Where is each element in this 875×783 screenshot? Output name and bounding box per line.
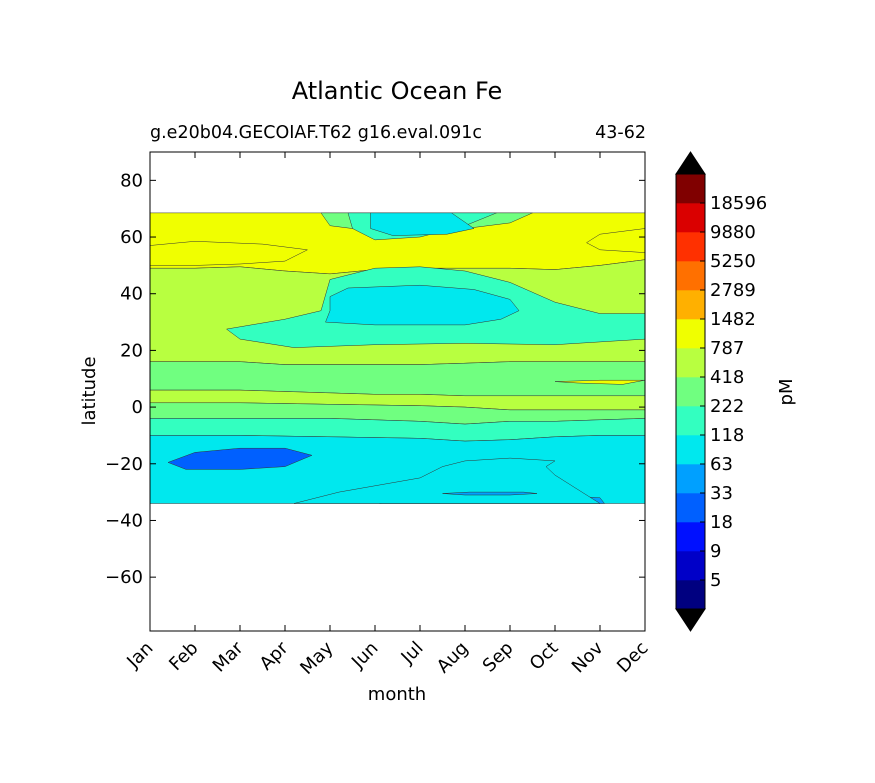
- colorbar-frame: [675, 173, 706, 610]
- plot-frame: [149, 151, 646, 632]
- plot-area: [150, 212, 645, 504]
- y-tick-label: 20: [120, 340, 143, 361]
- colorbar-tick-label: 1482: [710, 309, 756, 330]
- colorbar-segment: [676, 551, 705, 581]
- y-tick-label: −20: [105, 454, 143, 475]
- y-tick-label: −60: [105, 567, 143, 588]
- x-tick-label: Apr: [256, 637, 293, 674]
- colorbar-segment: [676, 232, 705, 262]
- x-tick-label: Jul: [397, 638, 428, 669]
- contour-patch-4: [370, 212, 475, 236]
- y-axis: 80 60 40 20 0 −20 −40 −60: [105, 170, 645, 588]
- colorbar-segment: [676, 464, 705, 494]
- colorbar-segment: [676, 522, 705, 552]
- colorbar-segment: [676, 435, 705, 465]
- colorbar-tick-label: 9880: [710, 222, 756, 243]
- contour-patch-6: [585, 228, 645, 253]
- colorbar-segment: [676, 377, 705, 407]
- x-tick-label: Feb: [165, 638, 202, 675]
- contour-patch-1: [325, 284, 520, 326]
- colorbar-segment: [676, 319, 705, 349]
- colorbar-tick-label: 5: [710, 570, 721, 591]
- y-tick-label: 0: [132, 397, 143, 418]
- colorbar-segment: [676, 203, 705, 233]
- colorbar-segment: [676, 580, 705, 610]
- colorbar-label: pM: [776, 379, 797, 406]
- colorbar-segment: [676, 261, 705, 291]
- colorbar-segment: [676, 493, 705, 523]
- chart-subtitle-right: 43-62: [595, 123, 646, 143]
- x-tick-label: Jun: [347, 638, 382, 673]
- colorbar-extend-max: [675, 151, 706, 175]
- chart-subtitle-left: g.e20b04.GECOIAF.T62 g16.eval.091c: [150, 123, 482, 143]
- x-tick-label: Jan: [122, 638, 157, 673]
- x-tick-label: Aug: [433, 638, 473, 678]
- colorbar-tick-label: 118: [710, 425, 744, 446]
- colorbar-tick-label: 33: [710, 483, 733, 504]
- colorbar-tick-label: 9: [710, 541, 721, 562]
- colorbar-tick-label: 418: [710, 367, 744, 388]
- x-tick-label: Oct: [526, 638, 563, 675]
- x-axis-label: month: [368, 684, 426, 705]
- colorbar-tick-label: 787: [710, 338, 744, 359]
- y-tick-label: 60: [120, 227, 143, 248]
- contour-patch-5: [150, 241, 309, 266]
- colorbar-segment: [676, 290, 705, 320]
- x-tick-label: Mar: [209, 637, 248, 676]
- colorbar: 5 9 18 33 63 118 222 418 787 1482 2789 5250 9880 1859…: [675, 151, 767, 632]
- colorbar-segment: [676, 406, 705, 436]
- colorbar-tick-label: 63: [710, 454, 733, 475]
- x-tick-label: May: [296, 637, 337, 678]
- x-tick-label: Dec: [613, 638, 652, 677]
- colorbar-tick-label: 18: [710, 512, 733, 533]
- colorbar-tick-label: 222: [710, 396, 744, 417]
- colorbar-segment: [676, 174, 705, 204]
- y-axis-label: latitude: [79, 356, 100, 425]
- colorbar-extend-min: [675, 608, 706, 632]
- contour-patch-11: [442, 491, 538, 496]
- colorbar-tick-label: 2789: [710, 280, 756, 301]
- colorbar-segment: [676, 348, 705, 378]
- y-tick-label: 40: [120, 284, 143, 305]
- x-tick-label: Nov: [568, 637, 608, 677]
- contour-patch-7: [554, 379, 645, 385]
- x-tick-label: Sep: [479, 638, 518, 677]
- colorbar-tick-label: 5250: [710, 251, 756, 272]
- y-tick-label: 80: [120, 170, 143, 191]
- colorbar-tick-label: 18596: [710, 193, 767, 214]
- chart-title: Atlantic Ocean Fe: [292, 77, 503, 105]
- y-tick-label: −40: [105, 510, 143, 531]
- contour-patch-8: [167, 447, 313, 470]
